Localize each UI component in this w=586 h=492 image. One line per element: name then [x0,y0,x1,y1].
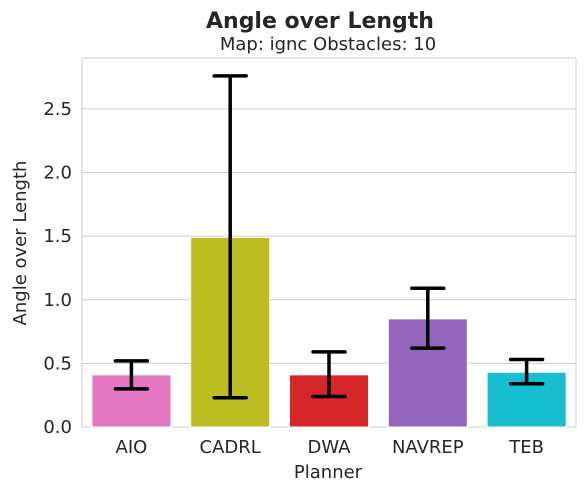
x-tick-labels: AIO CADRL DWA NAVREP TEB [116,437,544,458]
y-tick-label: 0.5 [43,353,72,374]
chart-subtitle: Map: ignc Obstacles: 10 [220,34,436,55]
x-tick-label: NAVREP [392,437,464,458]
y-axis-label: Angle over Length [10,161,31,326]
y-tick-label: 0.0 [43,417,72,438]
y-tick-label: 1.5 [43,226,72,247]
y-tick-label: 2.0 [43,163,72,184]
bars [91,236,567,428]
chart-title: Angle over Length [206,9,434,34]
y-tick-label: 1.0 [43,290,72,311]
x-tick-label: TEB [508,437,544,458]
x-tick-label: AIO [116,437,148,458]
x-tick-label: CADRL [200,437,261,458]
y-tick-label: 2.5 [43,99,72,120]
y-tick-labels: 0.0 0.5 1.0 1.5 2.0 2.5 [43,99,72,438]
x-tick-label: DWA [308,437,352,458]
x-axis-label: Planner [294,462,363,483]
error-bars [113,74,545,400]
